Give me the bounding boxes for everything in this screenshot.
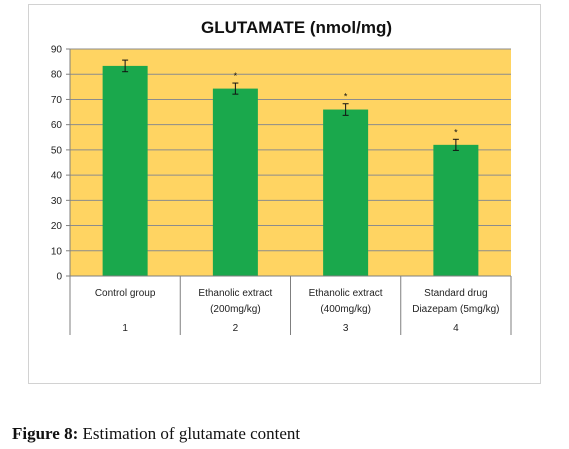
bar	[212, 88, 258, 276]
y-tick-label: 70	[51, 95, 63, 106]
x-category-label-line: (400mg/kg)	[320, 304, 371, 315]
x-category-label: Ethanolic extract (200mg/kg)	[198, 288, 272, 315]
figure-caption: Figure 8: Estimation of glutamate conten…	[12, 424, 300, 444]
chart-svg: GLUTAMATE (nmol/mg) 0 10 20 30 40 50 60 70 80 90 * *…	[51, 18, 512, 335]
x-category-label-line: Control group	[95, 288, 156, 299]
significance-mark: *	[454, 127, 458, 137]
x-category-label-line: (200mg/kg)	[210, 304, 261, 315]
x-category-number: 2	[233, 323, 239, 334]
y-tick-label: 40	[51, 171, 63, 182]
figure-caption-label: Figure 8:	[12, 424, 79, 443]
x-category-label-line: Diazepam (5mg/kg)	[412, 304, 499, 315]
x-category-label-line: Ethanolic extract	[309, 288, 383, 299]
chart-frame: GLUTAMATE (nmol/mg) 0 10 20 30 40 50 60 70 80 90 * *…	[28, 4, 541, 384]
x-category-label-line: Standard drug	[424, 288, 487, 299]
y-tick-label: 0	[56, 272, 62, 283]
y-tick-label: 80	[51, 70, 63, 81]
y-tick-label: 10	[51, 246, 63, 257]
figure-caption-text: Estimation of glutamate content	[82, 424, 301, 443]
significance-mark: *	[234, 71, 238, 81]
x-category-number: 1	[122, 323, 128, 334]
x-category-label: Standard drug Diazepam (5mg/kg)	[412, 288, 499, 315]
y-tick-label: 20	[51, 221, 63, 232]
y-tick-label: 90	[51, 45, 63, 56]
x-category-number: 3	[343, 323, 349, 334]
y-tick-label: 60	[51, 120, 63, 131]
bar	[323, 109, 369, 277]
x-category-label: Ethanolic extract (400mg/kg)	[309, 288, 383, 315]
bar	[433, 144, 479, 276]
x-category-label-line: Ethanolic extract	[198, 288, 272, 299]
y-tick-label: 50	[51, 145, 63, 156]
bar	[102, 65, 148, 276]
y-tick-label: 30	[51, 196, 63, 207]
x-category-label: Control group	[95, 288, 156, 299]
x-category-number: 4	[453, 323, 459, 334]
significance-mark: *	[344, 92, 348, 102]
chart-title: GLUTAMATE (nmol/mg)	[201, 18, 392, 37]
